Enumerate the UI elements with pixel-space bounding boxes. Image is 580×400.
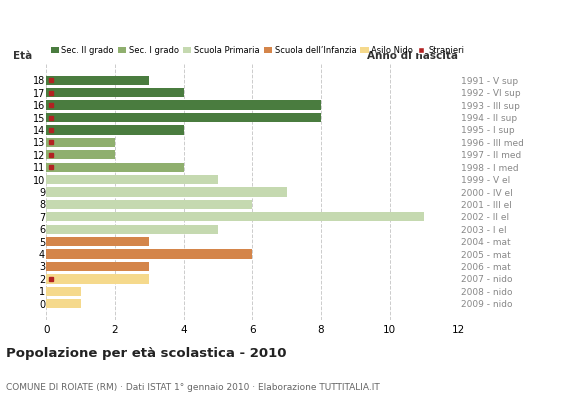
Legend: Sec. II grado, Sec. I grado, Scuola Primaria, Scuola dell’Infanzia, Asilo Nido, : Sec. II grado, Sec. I grado, Scuola Prim… <box>50 46 464 55</box>
Text: Anno di nascita: Anno di nascita <box>367 52 458 62</box>
Bar <box>46 138 115 147</box>
Bar <box>46 162 184 172</box>
Bar <box>46 113 321 122</box>
Bar <box>46 212 424 222</box>
Bar <box>46 224 218 234</box>
Bar <box>46 175 218 184</box>
Bar <box>46 262 150 271</box>
Bar <box>46 287 81 296</box>
Text: Età: Età <box>13 52 32 62</box>
Bar <box>46 76 150 85</box>
Bar <box>46 100 321 110</box>
Text: Popolazione per età scolastica - 2010: Popolazione per età scolastica - 2010 <box>6 347 287 360</box>
Bar <box>46 150 115 160</box>
Bar <box>46 187 287 197</box>
Bar <box>46 237 150 246</box>
Text: COMUNE DI ROIATE (RM) · Dati ISTAT 1° gennaio 2010 · Elaborazione TUTTITALIA.IT: COMUNE DI ROIATE (RM) · Dati ISTAT 1° ge… <box>6 383 379 392</box>
Bar <box>46 250 252 259</box>
Bar <box>46 274 150 284</box>
Bar <box>46 88 184 97</box>
Bar <box>46 125 184 134</box>
Bar <box>46 200 252 209</box>
Bar <box>46 299 81 308</box>
